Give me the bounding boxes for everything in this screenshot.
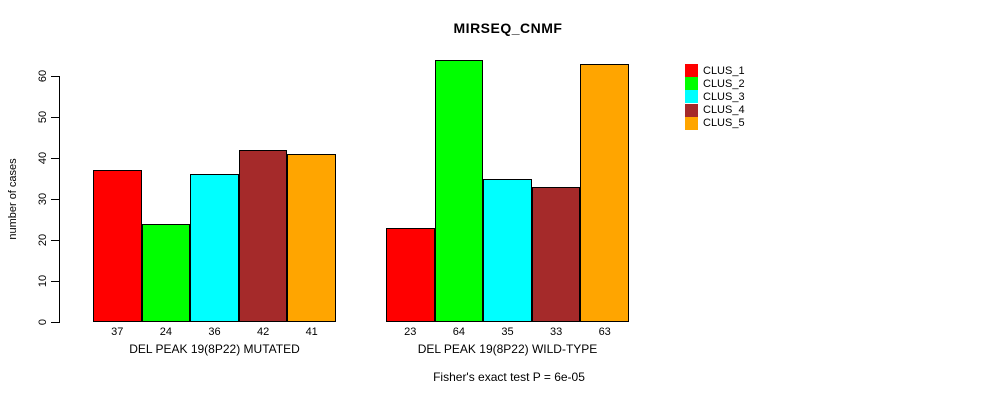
legend-swatch-clus_4: [685, 103, 698, 117]
legend-swatch-clus_1: [685, 64, 698, 77]
group-label: DEL PEAK 19(8P22) MUTATED: [129, 342, 300, 356]
y-tick-mark: [51, 322, 59, 323]
legend-swatch-clus_2: [685, 77, 698, 91]
y-tick-mark: [51, 76, 59, 77]
y-axis-title: number of cases: [7, 158, 19, 240]
legend-swatch-clus_3: [685, 90, 698, 104]
legend-label-clus_5: CLUS_5: [703, 117, 745, 130]
bar-value-label: 35: [501, 326, 514, 338]
y-tick-label: 0: [37, 318, 49, 326]
bar-clus_3-group1: [190, 174, 239, 322]
bar-clus_1-group1: [93, 170, 142, 322]
bar-clus_4-group1: [238, 149, 288, 322]
y-tick-mark: [51, 240, 59, 241]
y-tick-label: 40: [37, 151, 49, 165]
bar-value-label: 36: [208, 326, 221, 338]
bar-value-label: 33: [549, 326, 563, 338]
y-tick-label: 10: [37, 274, 49, 288]
y-tick-label: 20: [37, 233, 49, 247]
y-tick-mark: [51, 199, 59, 200]
bar-clus_5-group1: [287, 153, 336, 322]
legend-label-clus_4: CLUS_4: [703, 104, 745, 117]
group-label: DEL PEAK 19(8P22) WILD-TYPE: [417, 342, 598, 356]
y-tick-label: 50: [37, 110, 49, 124]
legend-label-clus_1: CLUS_1: [703, 64, 745, 77]
bar-value-label: 23: [404, 326, 417, 338]
y-tick-label: 30: [37, 192, 49, 206]
y-axis-line: [59, 76, 60, 323]
legend-label-clus_3: CLUS_3: [703, 90, 745, 103]
y-tick-mark: [51, 281, 59, 282]
bar-clus_1-group2: [386, 227, 435, 322]
y-tick-mark: [51, 158, 59, 159]
y-tick-label: 60: [37, 69, 49, 83]
legend-swatch-clus_5: [685, 116, 698, 130]
bar-clus_2-group2: [434, 59, 484, 322]
bar-value-label: 37: [111, 326, 124, 338]
footer-note: Fisher's exact test P = 6e-05: [433, 370, 585, 384]
bar-clus_4-group2: [531, 186, 581, 322]
bar-value-label: 24: [159, 326, 173, 338]
chart-title: MIRSEQ_CNMF: [453, 20, 563, 36]
bar-clus_2-group1: [141, 223, 191, 322]
bar-value-label: 63: [598, 326, 611, 338]
y-tick-mark: [51, 117, 59, 118]
bar-value-label: 42: [256, 326, 270, 338]
bar-clus_3-group2: [483, 178, 532, 322]
bar-value-label: 41: [305, 326, 318, 338]
bar-clus_5-group2: [580, 63, 629, 322]
legend-label-clus_2: CLUS_2: [703, 77, 745, 90]
bar-value-label: 64: [452, 326, 466, 338]
